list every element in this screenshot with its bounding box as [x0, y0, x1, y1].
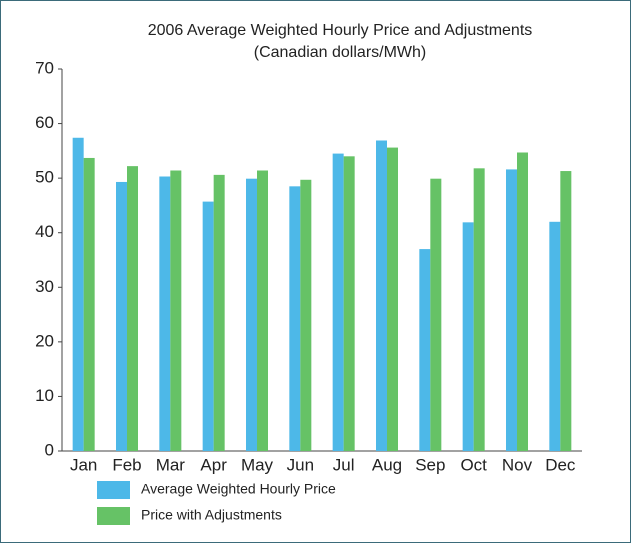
x-tick-label: Mar	[156, 455, 186, 474]
bar	[462, 222, 474, 451]
y-tick-label: 0	[45, 440, 54, 459]
bar	[387, 147, 398, 451]
bar	[83, 157, 95, 452]
bar	[506, 169, 517, 451]
x-tick-label: May	[241, 455, 274, 474]
x-tick-label: Jun	[287, 455, 314, 474]
bar	[560, 171, 572, 451]
x-tick-label: Aug	[372, 455, 402, 474]
bar	[159, 176, 171, 451]
x-tick-label: Dec	[545, 455, 576, 474]
x-tick-label: Nov	[502, 455, 533, 474]
legend-swatch	[97, 507, 130, 525]
legend-label: Price with Adjustments	[141, 507, 282, 523]
bar	[257, 170, 268, 451]
x-tick-label: Feb	[112, 455, 141, 474]
legend-swatch	[97, 481, 130, 499]
bar	[116, 181, 127, 451]
x-tick-label: Jan	[70, 455, 97, 474]
bar	[246, 178, 257, 451]
bar	[343, 156, 355, 452]
bar	[72, 137, 84, 451]
chart-subtitle: (Canadian dollars/MWh)	[254, 44, 427, 61]
bar	[127, 166, 138, 451]
y-tick-label: 70	[35, 58, 54, 77]
legend-label: Average Weighted Hourly Price	[141, 481, 336, 497]
bar	[430, 178, 442, 451]
bar	[300, 179, 312, 451]
x-tick-label: Oct	[460, 455, 487, 474]
bar	[517, 152, 528, 451]
bar	[202, 201, 214, 451]
bar	[473, 168, 485, 451]
x-tick-label: Sep	[415, 455, 445, 474]
bar	[170, 170, 182, 451]
y-tick-label: 10	[35, 386, 54, 405]
y-tick-label: 20	[35, 331, 54, 350]
x-tick-label: Apr	[200, 455, 227, 474]
bar	[419, 249, 431, 451]
bar	[549, 221, 561, 451]
y-tick-label: 50	[35, 168, 54, 187]
y-tick-label: 30	[35, 277, 54, 296]
x-tick-label: Jul	[333, 455, 355, 474]
chart-title: 2006 Average Weighted Hourly Price and A…	[148, 22, 533, 39]
bar	[289, 186, 301, 452]
bar	[376, 140, 387, 451]
y-tick-label: 60	[35, 113, 54, 132]
y-tick-label: 40	[35, 222, 54, 241]
bar	[332, 153, 344, 452]
bar	[213, 174, 225, 451]
